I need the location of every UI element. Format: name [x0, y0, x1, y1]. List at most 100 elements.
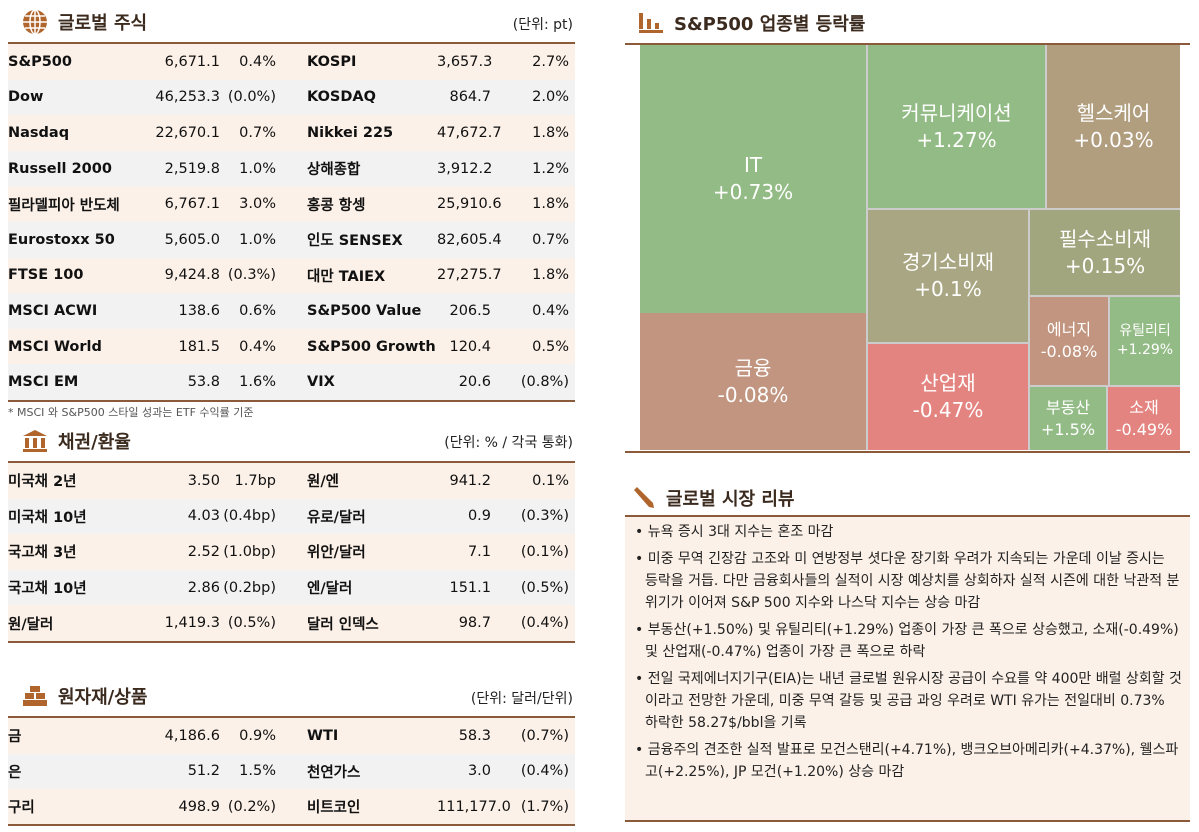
bank-icon	[23, 430, 47, 452]
treemap-cell: 필수소비재 +0.15%	[1030, 210, 1180, 295]
cell-name: 미국채 2년	[8, 474, 77, 491]
cell-value: 47,672.7	[437, 124, 502, 141]
sector-name: 커뮤니케이션	[901, 100, 1012, 125]
cell-change: 0.9%	[239, 727, 276, 744]
cell-value: 82,605.4	[437, 231, 502, 248]
table-row: Dow 46,253.3 (0.0%) KOSDAQ 864.7 2.0%	[8, 79, 575, 116]
cell-name: 미국채 10년	[8, 509, 87, 526]
cell-value: 120.4	[449, 338, 491, 355]
cell-name: VIX	[307, 374, 335, 391]
table-row: MSCI World 181.5 0.4% S&P500 Growth 120.4 0.5…	[8, 328, 575, 365]
cell-value: 6,767.1	[164, 196, 220, 213]
cell-value: 51.2	[187, 763, 220, 780]
cell-value: 46,253.3	[155, 89, 220, 106]
cell-change: (0.4%)	[520, 615, 569, 632]
review-list: 뉴욕 증시 3대 지수는 혼조 마감미중 무역 긴장감 고조와 미 연방정부 셧…	[625, 515, 1190, 822]
cell-name: 달러 인덱스	[307, 616, 379, 633]
sector-change: +0.73%	[712, 180, 794, 204]
cell-value: 3.50	[187, 472, 220, 489]
section-title: 원자재/상품	[58, 687, 148, 708]
section-title: 글로벌 시장 리뷰	[666, 489, 795, 510]
table-row: MSCI ACWI 138.6 0.6% S&P500 Value 206.5 0.4%	[8, 293, 575, 329]
cell-name: Russell 2000	[8, 160, 112, 177]
cell-value: 3.0	[467, 763, 491, 780]
sector-name: 에너지	[1046, 320, 1092, 340]
cell-name: 구리	[8, 800, 35, 817]
cell-change: 0.4%	[239, 338, 276, 355]
table-row: 필라델피아 반도체 6,767.1 3.0% 홍콩 항셍 25,910.6 1.8%	[8, 186, 575, 222]
cell-change: 1.8%	[532, 196, 569, 213]
treemap-cell: 경기소비재 +0.1%	[868, 210, 1028, 342]
cell-name: KOSDAQ	[307, 89, 376, 106]
table-row: 국고채 10년 2.86 (0.2bp) 엔/달러 151.1 (0.5%)	[8, 569, 575, 606]
cell-value: 22,670.1	[155, 124, 220, 141]
cell-change: (0.3%)	[227, 267, 276, 284]
cell-change: 1.8%	[532, 267, 569, 284]
cell-change: 0.4%	[239, 53, 276, 70]
cell-name: S&P500	[8, 53, 72, 70]
cell-change: 1.6%	[239, 374, 276, 391]
treemap-cell: 산업재 -0.47%	[868, 344, 1028, 450]
bonds-header: 채권/환율	[22, 428, 131, 454]
table-row: 미국채 2년 3.50 1.7bp 원/엔 941.2 0.1%	[8, 463, 575, 499]
table-row: 은 51.2 1.5% 천연가스 3.0 (0.4%)	[8, 753, 575, 790]
gold-bars-icon	[23, 686, 47, 706]
sector-change: -0.49%	[1115, 419, 1173, 439]
cell-name: 은	[8, 764, 22, 781]
treemap-cell: 소재 -0.49%	[1108, 387, 1180, 450]
section-title: 글로벌 주식	[58, 13, 148, 34]
commodities-header: 원자재/상품	[22, 683, 147, 709]
sector-name: 경기소비재	[902, 250, 994, 274]
cell-name: Nasdaq	[8, 124, 70, 141]
table-row: 국고채 3년 2.52 (1.0bp) 위안/달러 7.1 (0.1%)	[8, 534, 575, 570]
cell-name: MSCI ACWI	[8, 302, 98, 319]
cell-change: 2.0%	[532, 89, 569, 106]
cell-name: 원/엔	[307, 474, 339, 491]
cell-value: 98.7	[458, 615, 491, 632]
cell-value: 206.5	[449, 302, 491, 319]
treemap-cell: 금융 -0.08%	[640, 313, 866, 450]
cell-change: 0.7%	[532, 231, 569, 248]
cell-change: 2.7%	[532, 53, 569, 70]
cell-name: S&P500 Value	[307, 302, 422, 319]
cell-value: 0.9	[467, 508, 491, 525]
review-item: 뉴욕 증시 3대 지수는 혼조 마감	[633, 521, 1182, 543]
sector-change: +1.5%	[1040, 419, 1096, 439]
review-item: 부동산(+1.50%) 및 유틸리티(+1.29%) 업종이 가장 큰 폭으로 …	[633, 619, 1182, 663]
cell-value: 864.7	[449, 89, 491, 106]
treemap-cell: 헬스케어 +0.03%	[1047, 45, 1180, 208]
section-title: 채권/환율	[58, 432, 131, 453]
bonds-table: 미국채 2년 3.50 1.7bp 원/엔 941.2 0.1% 미국채 10년 4.03 (0…	[8, 463, 575, 641]
treemap-cell: 에너지 -0.08%	[1030, 297, 1108, 385]
table-row: 금 4,186.6 0.9% WTI 58.3 (0.7%)	[8, 718, 575, 754]
cell-name: 홍콩 항셍	[307, 197, 366, 214]
treemap-cell: 커뮤니케이션 +1.27%	[868, 45, 1045, 208]
cell-name: 대만 TAIEX	[307, 268, 386, 285]
cell-name: 유로/달러	[307, 509, 366, 526]
sector-change: +0.1%	[914, 277, 982, 301]
treemap-cell: 유틸리티 +1.29%	[1110, 297, 1180, 385]
cell-name: WTI	[307, 727, 339, 744]
cell-change: (1.0bp)	[223, 543, 276, 560]
review-item: 전일 국제에너지기구(EIA)는 내년 글로벌 원유시장 공급이 수요를 약 4…	[633, 668, 1182, 734]
sector-change: +0.15%	[1064, 253, 1146, 278]
cell-change: 0.7%	[239, 124, 276, 141]
table-row: MSCI EM 53.8 1.6% VIX 20.6 (0.8%)	[8, 364, 575, 400]
cell-name: 국고채 3년	[8, 545, 77, 562]
cell-value: 4.03	[187, 508, 220, 525]
bar-chart-icon	[639, 13, 663, 33]
cell-name: 천연가스	[307, 764, 361, 781]
sector-change: -0.47%	[912, 398, 984, 422]
table-row: Russell 2000 2,519.8 1.0% 상해종합 3,912.2 1.2%	[8, 150, 575, 187]
section-title: S&P500 업종별 등락률	[674, 14, 866, 35]
sector-change: +0.03%	[1073, 127, 1154, 152]
cell-change: 3.0%	[239, 196, 276, 213]
cell-value: 27,275.7	[437, 267, 502, 284]
table-row: S&P500 6,671.1 0.4% KOSPI 3,657.3 2.7%	[8, 44, 575, 80]
cell-name: 위안/달러	[307, 545, 366, 562]
cell-change: (0.5%)	[227, 615, 276, 632]
cell-change: (0.1%)	[520, 543, 569, 560]
cell-name: Dow	[8, 89, 44, 106]
table-row: Eurostoxx 50 5,605.0 1.0% 인도 SENSEX 82,605.4…	[8, 221, 575, 258]
review-header: 글로벌 시장 리뷰	[632, 485, 794, 511]
